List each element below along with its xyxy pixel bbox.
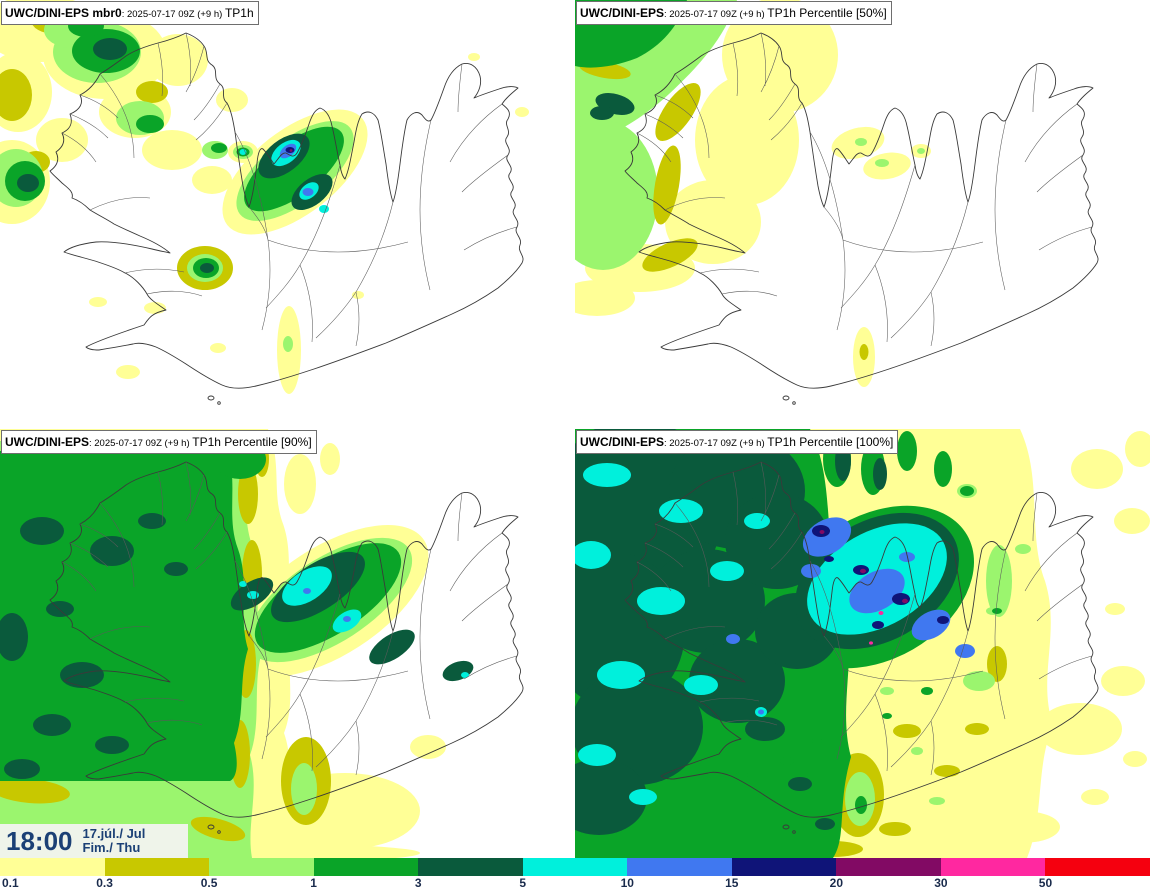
colorbar-tick-label: 0.3 (96, 876, 113, 890)
colorbar-tick-label: 15 (725, 876, 739, 890)
precipitation-map-p90 (0, 429, 524, 858)
colorbar-segment (313, 858, 419, 876)
colorbar-segment (104, 858, 210, 876)
panel-title-mbr0: UWC/DINI-EPS mbr0: 2025-07-17 09Z (+9 h)… (1, 1, 259, 26)
colorbar-tick-label: 0.1 (2, 876, 19, 890)
panel-title-p50: UWC/DINI-EPS: 2025-07-17 09Z (+9 h) TP1h… (576, 1, 892, 26)
colorbar-tick-label: 20 (829, 876, 844, 890)
colorbar-tick-label: 10 (620, 876, 634, 890)
colorbar-segment (731, 858, 837, 876)
valid-date: 17.júl./ Jul Fim./ Thu (82, 825, 146, 856)
product-label: TP1h Percentile [100%] (767, 435, 894, 449)
panel-title-p100: UWC/DINI-EPS: 2025-07-17 09Z (+9 h) TP1h… (576, 430, 899, 455)
model-label: UWC/DINI-EPS (580, 435, 664, 449)
colorbar-swatches (0, 858, 1150, 876)
map-panel-member-0: UWC/DINI-EPS mbr0: 2025-07-17 09Z (+9 h)… (0, 0, 575, 429)
precipitation-map-mbr0 (0, 0, 529, 405)
precip-layer (575, 0, 931, 387)
colorbar-segment (209, 858, 314, 876)
colorbar-segment (940, 858, 1046, 876)
colorbar-tick-label: 1 (310, 876, 317, 890)
precip-layer (575, 429, 1150, 858)
panel-grid: UWC/DINI-EPS mbr0: 2025-07-17 09Z (+9 h)… (0, 0, 1150, 858)
product-label: TP1h Percentile [90%] (192, 435, 312, 449)
run-label: : 2025-07-17 09Z (+9 h) (89, 438, 193, 449)
colorbar-tick-label: 5 (519, 876, 527, 890)
run-label: : 2025-07-17 09Z (+9 h) (664, 438, 768, 449)
run-label: : 2025-07-17 09Z (+9 h) (664, 9, 768, 20)
colorbar-labels: 0.1 0.3 0.5 1 3 5 10 15 20 30 50 (0, 876, 1150, 891)
colorbar-segment (418, 858, 523, 876)
colorbar-segment (627, 858, 732, 876)
colorbar: 0.1 0.3 0.5 1 3 5 10 15 20 30 50 (0, 858, 1150, 891)
product-label: TP1h (224, 6, 254, 20)
colorbar-segment (836, 858, 941, 876)
precipitation-map-p100 (575, 429, 1150, 858)
map-panel-percentile-100: UWC/DINI-EPS: 2025-07-17 09Z (+9 h) TP1h… (575, 429, 1150, 858)
colorbar-tick-label: 3 (414, 876, 422, 890)
valid-date-line1: 17.júl./ Jul (82, 825, 146, 841)
model-label: UWC/DINI-EPS (5, 435, 89, 449)
valid-time: 18:00 (6, 825, 73, 856)
model-label: UWC/DINI-EPS mbr0 (5, 6, 122, 20)
colorbar-tick-label: 0.5 (200, 876, 218, 890)
precip-layer (0, 429, 474, 858)
map-panel-percentile-90: UWC/DINI-EPS: 2025-07-17 09Z (+9 h) TP1h… (0, 429, 575, 858)
map-panel-percentile-50: UWC/DINI-EPS: 2025-07-17 09Z (+9 h) TP1h… (575, 0, 1150, 429)
product-label: TP1h Percentile [50%] (767, 6, 887, 20)
precipitation-map-p50 (575, 0, 1099, 405)
colorbar-segment (0, 858, 105, 876)
colorbar-segment (1045, 858, 1150, 876)
valid-date-line2: Fim./ Thu (82, 840, 141, 855)
colorbar-tick-label: 50 (1038, 876, 1053, 890)
precip-layer (0, 0, 529, 394)
colorbar-tick-label: 30 (934, 876, 948, 890)
model-label: UWC/DINI-EPS (580, 6, 664, 20)
colorbar-segment (522, 858, 628, 876)
run-label: : 2025-07-17 09Z (+9 h) (121, 9, 225, 20)
valid-time-box: 18:00 17.júl./ Jul Fim./ Thu (0, 824, 188, 858)
panel-title-p90: UWC/DINI-EPS: 2025-07-17 09Z (+9 h) TP1h… (1, 430, 317, 455)
